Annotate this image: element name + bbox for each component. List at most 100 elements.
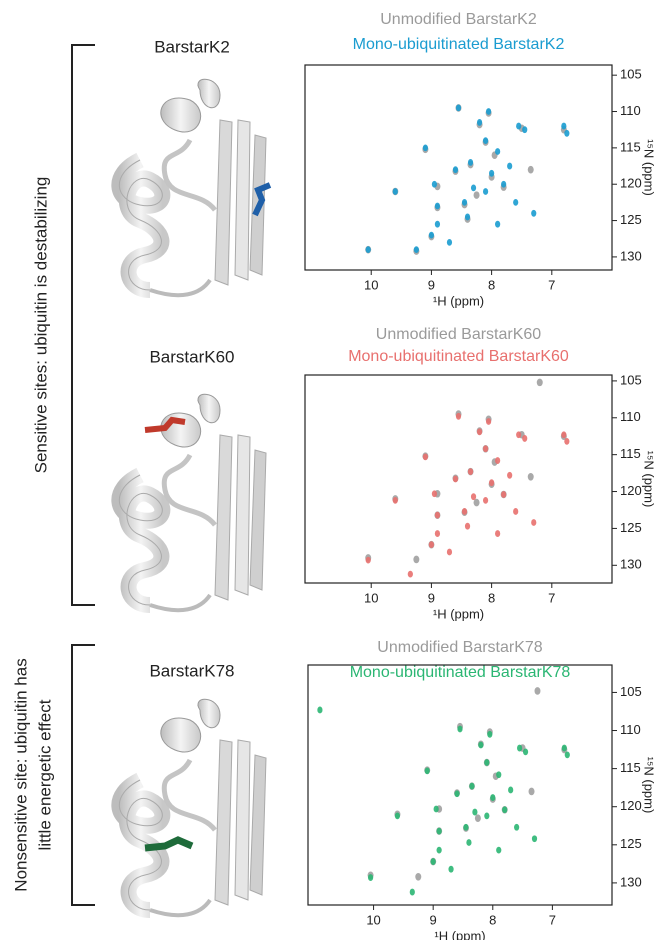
residue-highlight (144, 416, 186, 433)
peak (464, 522, 471, 530)
x-axis-label: ¹H (ppm) (433, 606, 484, 621)
y-tick-label: 120 (620, 798, 642, 813)
y-tick-label: 130 (620, 248, 642, 263)
x-tick-label: 7 (548, 590, 555, 605)
peak (495, 457, 501, 464)
side-label: Sensitive sites: ubiquitin is destabiliz… (31, 177, 50, 474)
peak (487, 730, 493, 738)
y-tick-label: 105 (620, 684, 642, 699)
x-tick-label: 8 (488, 277, 495, 292)
y-tick-label: 125 (620, 836, 642, 851)
peak (473, 191, 480, 199)
y-tick-label: 125 (620, 212, 642, 227)
legend-entry: Unmodified BarstarK60 (376, 326, 542, 343)
peak (431, 490, 438, 498)
peak (527, 472, 534, 481)
peak (476, 119, 483, 126)
protein-structure (119, 394, 266, 610)
peak (496, 846, 502, 854)
x-tick-label: 7 (549, 912, 556, 927)
peak (467, 468, 474, 476)
protein-label: BarstarK2 (154, 37, 230, 56)
x-tick-label: 9 (428, 277, 435, 292)
legend-entry: Unmodified BarstarK78 (377, 639, 543, 656)
peak (452, 475, 459, 483)
peak (434, 202, 441, 210)
peak (484, 759, 490, 766)
peak (502, 806, 508, 814)
peak (461, 508, 468, 515)
bracket (71, 44, 95, 606)
peak (407, 570, 413, 578)
peak (472, 808, 478, 816)
peak (463, 823, 469, 831)
x-tick-label: 10 (366, 912, 380, 927)
legend-entry: Unmodified BarstarK2 (380, 11, 537, 28)
peak (452, 166, 459, 174)
plot-frame (304, 64, 613, 271)
peak (409, 888, 415, 896)
peak (513, 508, 519, 515)
peak (434, 511, 441, 519)
x-tick-label: 9 (430, 912, 437, 927)
peak (392, 496, 398, 504)
residue-highlight (144, 836, 194, 852)
peak (422, 453, 428, 461)
peak (485, 418, 492, 425)
peak (484, 812, 490, 820)
y-tick-label: 110 (620, 722, 641, 737)
peak (413, 555, 420, 564)
peak (564, 129, 570, 137)
peak (531, 519, 537, 526)
peak (367, 874, 374, 881)
y-tick-label: 115 (620, 760, 641, 775)
peak (446, 548, 453, 556)
side-label: little energetic effect (35, 699, 54, 850)
protein-label: BarstarK60 (149, 347, 234, 366)
peak (431, 180, 438, 188)
y-tick-label: 110 (620, 409, 641, 424)
peak (422, 144, 428, 152)
peak (478, 741, 484, 749)
peak (507, 162, 513, 170)
peak (531, 209, 537, 217)
peak (424, 767, 430, 775)
protein-structure (119, 79, 266, 295)
y-tick-label: 110 (620, 103, 641, 118)
protein-structure (119, 699, 266, 915)
peak (436, 846, 442, 854)
peak (482, 445, 489, 453)
peak (517, 744, 523, 752)
peak (474, 814, 481, 822)
y-tick-label: 105 (620, 372, 642, 387)
peak (528, 787, 535, 796)
peak (513, 198, 519, 206)
peak (485, 108, 492, 115)
peak (446, 238, 453, 246)
peak (464, 213, 471, 221)
peak (522, 126, 528, 134)
peak (455, 104, 462, 112)
legend-entry: Mono-ubiquitinated BarstarK78 (350, 664, 571, 681)
peak (508, 786, 514, 794)
peak (436, 827, 442, 835)
peak (317, 706, 323, 714)
residue-highlight (252, 182, 272, 217)
peak (455, 412, 462, 420)
x-tick-label: 8 (488, 590, 495, 605)
peak (507, 471, 513, 479)
peak (434, 220, 441, 228)
peak (415, 873, 422, 881)
y-tick-label: 130 (620, 557, 642, 572)
peak (489, 479, 495, 487)
peak (413, 246, 419, 254)
peak (495, 148, 501, 155)
peak (470, 184, 477, 192)
peak (501, 491, 507, 498)
peak (516, 122, 522, 130)
peak (476, 428, 483, 436)
peak (534, 687, 541, 695)
peak (448, 865, 454, 873)
